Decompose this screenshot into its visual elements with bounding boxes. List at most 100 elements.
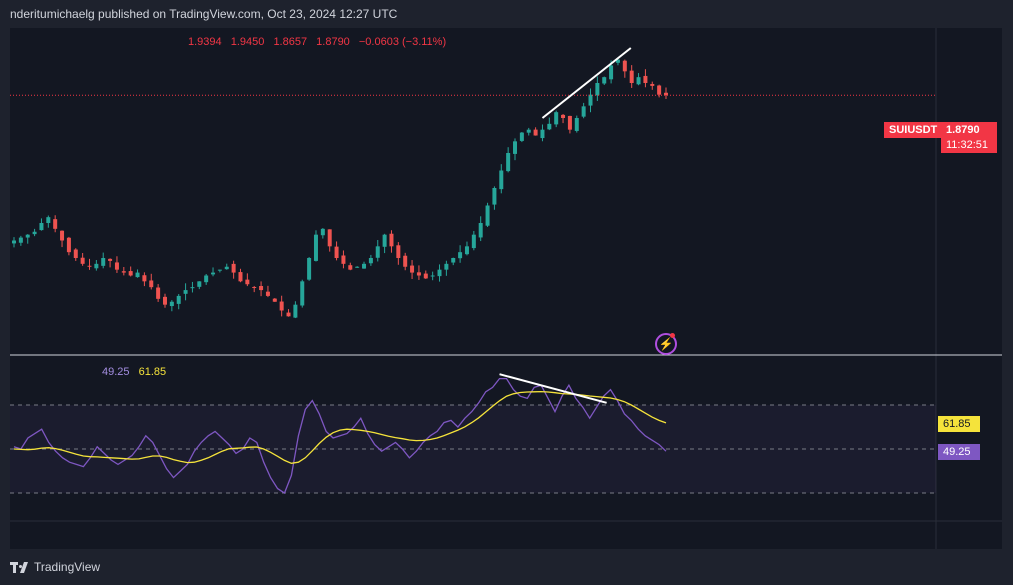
candle-body (327, 229, 332, 247)
candle-body (259, 286, 264, 291)
candle-body (101, 258, 106, 266)
candle-body (629, 70, 634, 83)
ohlc-open: 1.9394 (188, 36, 222, 48)
candle-body (492, 188, 497, 205)
candle-body (121, 271, 126, 273)
candle-body (46, 217, 51, 224)
candle-body (588, 94, 593, 106)
candle-body (471, 234, 476, 249)
candle-body (60, 230, 65, 241)
candle-body (307, 258, 312, 280)
ohlc-low: 1.8657 (273, 36, 308, 48)
candle-body (224, 266, 229, 270)
candle-body (183, 290, 188, 294)
candle-body (416, 272, 421, 276)
rsi-ma-line (13, 390, 667, 464)
candle-body (362, 263, 367, 269)
candle-body (485, 205, 490, 226)
candle-body (114, 262, 119, 270)
candle-body (265, 291, 270, 296)
candle-body (368, 258, 373, 264)
candle-body (320, 228, 325, 236)
rsi-ma-badge: 61.85 (938, 416, 980, 432)
candle-body (458, 252, 463, 259)
candle-body (403, 255, 408, 267)
candle-body (464, 246, 469, 255)
candle-body (526, 129, 531, 133)
candle-body (279, 301, 284, 311)
rsi-line (13, 377, 667, 494)
rsi-badge: 49.25 (938, 444, 980, 460)
candle-body (389, 233, 394, 247)
candle-body (643, 75, 648, 83)
candle-body (664, 92, 668, 96)
candle-body (135, 272, 140, 278)
candle-body (190, 287, 195, 289)
ohlc-high: 1.9450 (230, 36, 265, 48)
candle-body (169, 301, 174, 307)
candle-body (53, 219, 58, 229)
candle-body (87, 265, 92, 267)
candle-body (341, 255, 346, 264)
candle-body (108, 258, 113, 261)
candle-body (375, 246, 380, 258)
footer: TradingView (10, 560, 100, 574)
candle-body (286, 312, 291, 317)
candle-body (211, 272, 216, 275)
candle-body (519, 132, 524, 141)
candle-body (657, 85, 662, 95)
candle-body (437, 269, 442, 277)
rsi-legend-value: 49.25 (102, 366, 130, 378)
price-badge: 1.8790 (941, 122, 997, 138)
candle-body (204, 275, 209, 283)
price-trendline (541, 47, 632, 119)
chart-svg[interactable] (10, 28, 1002, 549)
candle-body (94, 263, 99, 269)
candle-body (410, 265, 415, 273)
candle-body (252, 287, 257, 289)
candle-body (128, 271, 133, 276)
candle-body (650, 83, 655, 86)
candle-body (334, 246, 339, 258)
candle-body (217, 269, 222, 271)
candle-body (444, 263, 449, 270)
tradingview-logo-icon (10, 561, 29, 573)
candle-body (602, 77, 607, 84)
chart-panel[interactable] (10, 28, 1002, 549)
candle-body (581, 106, 586, 117)
candle-body (142, 275, 147, 282)
lightning-icon[interactable]: ⚡ (655, 333, 677, 355)
candle-body (561, 114, 566, 118)
candle-body (156, 287, 161, 299)
candle-body (25, 234, 30, 238)
candle-body (231, 263, 236, 273)
candle-body (238, 272, 243, 282)
candle-body (293, 304, 298, 318)
candle-body (66, 237, 71, 253)
candle-body (430, 275, 435, 277)
candle-body (540, 129, 545, 139)
candle-body (574, 118, 579, 131)
countdown-badge: 11:32:51 (941, 137, 997, 153)
candle-body (636, 77, 641, 85)
ohlc-close: 1.8790 (316, 36, 350, 48)
candle-body (313, 234, 318, 261)
rsi-ma-legend-value: 61.85 (138, 366, 167, 378)
candle-body (18, 237, 23, 243)
candle-body (478, 223, 483, 238)
symbol-badge: SUIUSDT (884, 122, 943, 138)
candle-body (348, 265, 353, 270)
candle-body (567, 115, 572, 130)
rsi-trendline (499, 373, 607, 404)
candle-body (382, 234, 387, 247)
candle-body (149, 280, 154, 288)
candle-body (609, 65, 614, 80)
candle-body (451, 258, 456, 263)
candle-body (554, 112, 559, 125)
candle-body (499, 170, 504, 190)
candle-body (513, 141, 518, 154)
candle-body (32, 231, 37, 235)
candle-body (73, 249, 78, 258)
candle-body (197, 281, 202, 287)
rsi-legend: 49.25 61.85 (102, 366, 166, 378)
